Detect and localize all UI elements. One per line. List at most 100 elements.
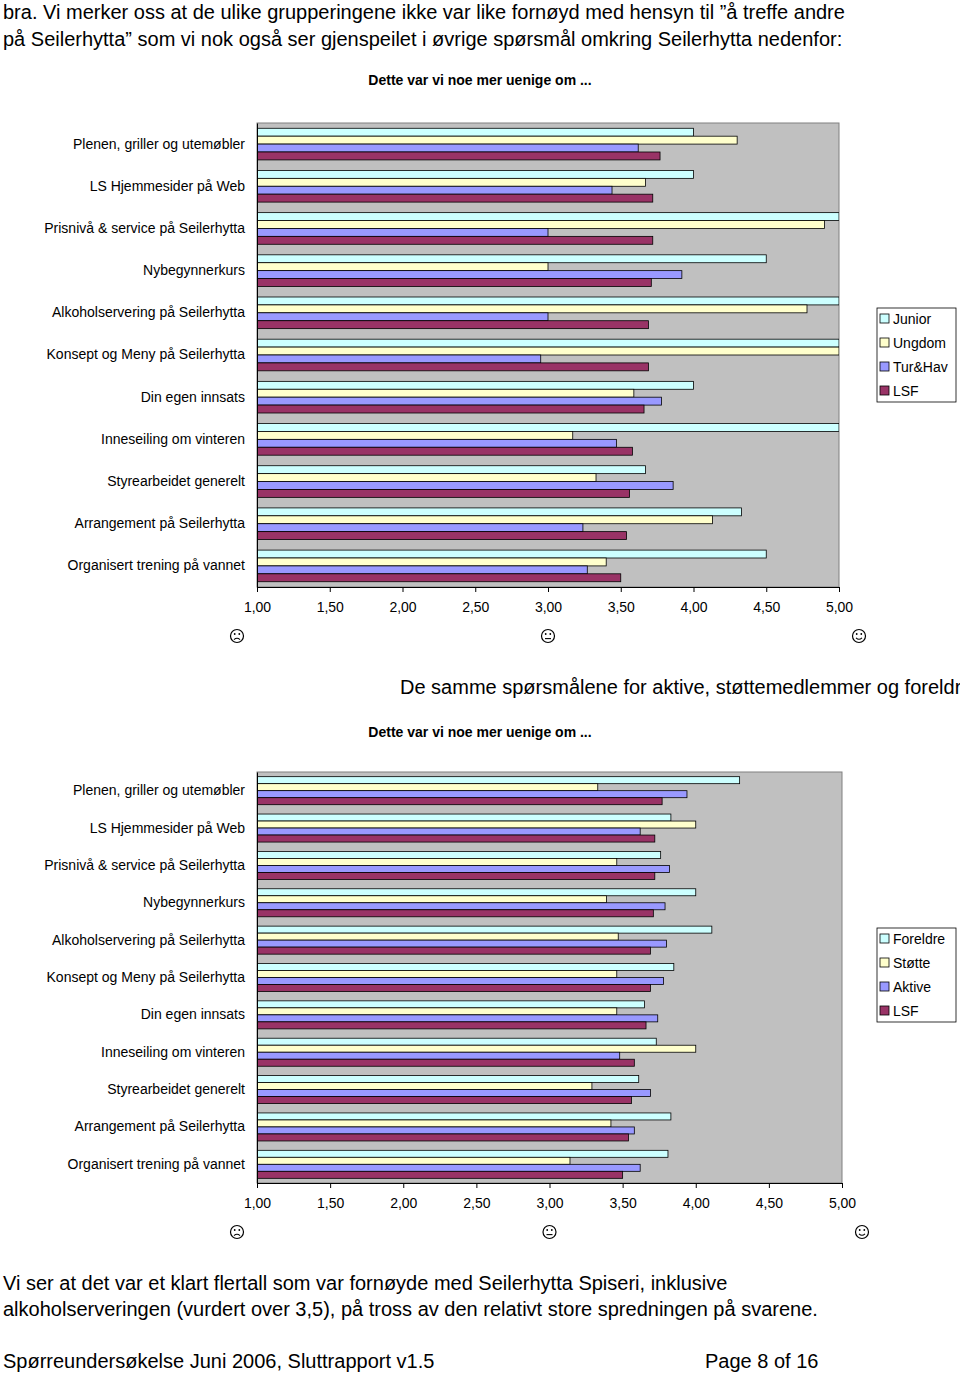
legend: ForeldreStøtteAktiveLSF	[877, 928, 956, 1022]
bar	[257, 255, 766, 263]
bar	[257, 821, 696, 828]
tick-mark	[403, 587, 404, 592]
bar	[257, 1150, 668, 1157]
category-label: Konsept og Meny på Seilerhytta	[47, 346, 246, 362]
tick: 3,00	[535, 587, 562, 615]
legend: JuniorUngdomTur&HavLSF	[877, 308, 956, 402]
smiley-eye	[863, 1229, 865, 1231]
legend-swatch	[880, 386, 889, 395]
smiley-mouth	[856, 638, 862, 640]
bar	[257, 439, 616, 447]
bar	[257, 279, 651, 287]
tick-label: 5,00	[829, 1195, 856, 1211]
category-label: Inneseiling om vinteren	[101, 431, 245, 447]
bar	[257, 228, 548, 236]
smiley-face	[853, 630, 866, 643]
bars	[257, 128, 839, 581]
tick-label: 2,00	[390, 1195, 417, 1211]
bar	[257, 136, 737, 144]
bar	[257, 297, 839, 305]
legend-swatch	[880, 958, 889, 967]
bar	[257, 1127, 634, 1134]
tick: 1,00	[244, 1183, 271, 1211]
legend-label: Aktive	[893, 979, 931, 995]
tick-label: 5,00	[826, 599, 853, 615]
category-label: Arrangement på Seilerhytta	[75, 1118, 246, 1134]
bar	[257, 791, 687, 798]
paragraph-line: bra. Vi merker oss at de ulike grupperin…	[3, 1, 845, 23]
tick: Prisnivå & service på Seilerhytta	[44, 220, 245, 236]
footer: Page 8 of 16	[705, 1350, 818, 1372]
bar	[257, 1045, 696, 1052]
bar	[257, 313, 548, 321]
category-label: Alkoholservering på Seilerhytta	[52, 304, 245, 320]
axis-line	[258, 588, 840, 593]
plot-area	[257, 772, 842, 1183]
tick-mark	[403, 1183, 404, 1188]
bar	[257, 978, 664, 985]
tick: Prisnivå & service på Seilerhytta	[44, 857, 245, 873]
tick: Nybegynnerkurs	[143, 262, 245, 278]
tick-mark	[257, 1183, 258, 1188]
bar	[257, 431, 573, 439]
category-label: Din egen innsats	[141, 389, 245, 405]
tick: 3,50	[608, 587, 635, 615]
tick: 2,50	[463, 1183, 490, 1211]
bar	[257, 865, 669, 872]
bar	[257, 194, 653, 202]
y-axis: Plenen, griller og utemøblerLS Hjemmesid…	[44, 773, 257, 1184]
tick: LS Hjemmesider på Web	[90, 820, 246, 836]
page: bra. Vi merker oss at de ulike grupperin…	[0, 0, 960, 1373]
tick: 4,00	[680, 587, 707, 615]
bar	[257, 466, 645, 474]
category-label: LS Hjemmesider på Web	[90, 178, 246, 194]
bar	[257, 896, 607, 903]
bar	[257, 355, 541, 363]
legend-label: Junior	[893, 311, 931, 327]
legend-swatch	[880, 934, 889, 943]
paragraph-line: på Seilerhytta” som vi nok også ser gjen…	[3, 28, 842, 50]
bar	[257, 524, 583, 532]
category-label: Nybegynnerkurs	[143, 262, 245, 278]
tick: 3,50	[610, 1183, 637, 1211]
bar	[257, 1157, 570, 1164]
smiley-face	[856, 1226, 869, 1239]
smiley-eye	[860, 633, 862, 635]
bar	[257, 213, 839, 221]
tick-mark	[330, 1183, 331, 1188]
bar	[257, 1083, 592, 1090]
bar	[257, 784, 598, 791]
tick-label: 4,50	[753, 599, 780, 615]
bar	[257, 363, 648, 371]
category-label: Alkoholservering på Seilerhytta	[52, 932, 245, 948]
tick: 3,00	[536, 1183, 563, 1211]
bar	[257, 828, 640, 835]
bar	[257, 970, 617, 977]
bar	[257, 872, 655, 879]
axis-line	[257, 773, 258, 1184]
bar	[257, 1038, 656, 1045]
axis-line	[258, 1184, 843, 1189]
bar	[257, 128, 694, 136]
smiley-eye	[234, 633, 236, 635]
category-label: Plenen, griller og utemøbler	[73, 136, 245, 152]
tick: 5,00	[826, 587, 853, 615]
x-axis: 1,001,502,002,503,003,504,004,505,00	[244, 587, 853, 615]
smiley-eye	[545, 633, 547, 635]
tick: 1,50	[317, 1183, 344, 1211]
bar	[257, 1015, 658, 1022]
tick: Plenen, griller og utemøbler	[73, 136, 245, 152]
bar	[257, 305, 807, 313]
y-axis: Plenen, griller og utemøbler LS Hjemmesid…	[44, 124, 257, 588]
bar	[257, 558, 606, 566]
tick: Organisert trening på vannet	[68, 557, 246, 573]
smiley-eye	[238, 633, 240, 635]
bar	[257, 221, 824, 229]
bar	[257, 947, 650, 954]
bar	[257, 926, 712, 933]
tick: Din egen innsats	[141, 389, 245, 405]
tick-label: 1,50	[317, 599, 344, 615]
smiley-eye	[856, 633, 858, 635]
tick: Inneseiling om vinteren	[101, 431, 245, 447]
tick: Nybegynnerkurs	[143, 894, 245, 910]
